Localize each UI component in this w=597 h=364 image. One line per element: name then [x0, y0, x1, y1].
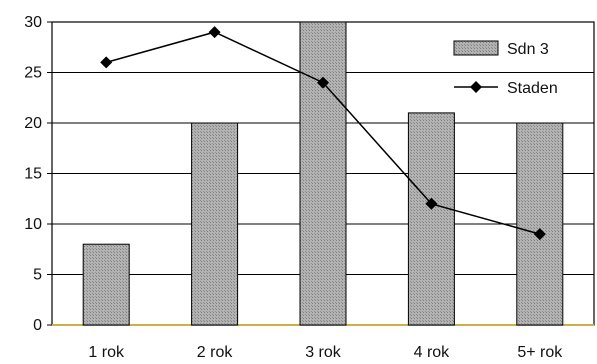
legend-label-bar: Sdn 3: [507, 41, 549, 58]
bar: [407, 112, 455, 326]
x-tick-label: 1 rok: [88, 344, 125, 361]
legend-swatch-marker: [470, 81, 482, 93]
y-tick-label: 25: [24, 65, 42, 82]
x-tick-label: 4 rok: [414, 344, 451, 361]
line-point: [208, 26, 221, 39]
y-tick-label: 10: [24, 216, 42, 233]
x-tick-label: 3 rok: [305, 344, 342, 361]
line-series: [100, 26, 546, 241]
line-point: [533, 228, 546, 241]
y-tick-label: 5: [33, 267, 42, 284]
line-point: [100, 56, 113, 69]
plot-area: 0 5 10 15 20 25 30 1 rok 2 rok 3 rok 4 rok 5+ rok: [24, 14, 595, 361]
y-tick-label: 20: [24, 115, 42, 132]
bar: [516, 122, 564, 326]
x-tick-label: 2 rok: [197, 344, 234, 361]
y-tick-label: 30: [24, 14, 42, 31]
legend-swatch-bar: [453, 40, 499, 56]
bar: [299, 21, 347, 326]
y-tick-label: 15: [24, 166, 42, 183]
line-point: [425, 197, 438, 210]
legend: Sdn 3 Staden: [453, 40, 558, 97]
bar: [82, 243, 130, 326]
y-tick-label: 0: [33, 317, 42, 334]
y-axis-ticks: 0 5 10 15 20 25 30: [24, 14, 52, 334]
legend-label-line: Staden: [507, 80, 558, 97]
x-axis-ticks: 1 rok 2 rok 3 rok 4 rok 5+ rok: [88, 344, 563, 361]
line-point: [317, 76, 329, 89]
x-tick-label: 5+ rok: [517, 344, 563, 361]
bar: [191, 122, 239, 326]
bar-series: [82, 21, 564, 326]
